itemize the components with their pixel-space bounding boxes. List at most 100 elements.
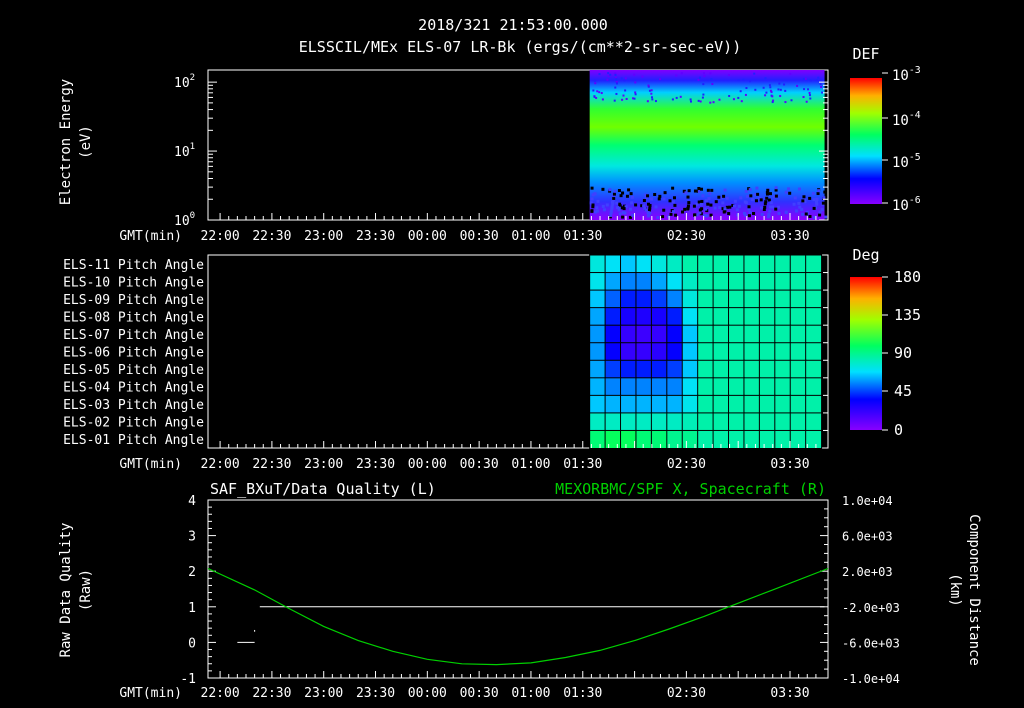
pitch-cell xyxy=(620,289,637,309)
spectrogram-speckle xyxy=(590,197,594,201)
spectrogram-speckle xyxy=(744,189,748,193)
pitch-cell xyxy=(712,359,730,379)
quality-left-tick-label: -1 xyxy=(180,672,196,687)
spectrogram-speckle xyxy=(722,194,726,198)
quality-ylabel-right-line1: Component Distance xyxy=(966,514,982,666)
pitch-row-label: ELS-05 Pitch Angle xyxy=(63,363,204,378)
energy-tick-label: 101 xyxy=(174,142,195,160)
spectrogram-speckle-top xyxy=(770,91,773,94)
pitch-cell xyxy=(681,377,699,397)
pitch-cell xyxy=(635,342,653,362)
pitch-cell xyxy=(604,412,622,432)
spectrogram-speckle-top xyxy=(808,91,811,94)
spectrogram-speckle-top xyxy=(815,79,818,82)
spectrogram-speckle-top xyxy=(679,95,682,98)
spectrogram-speckle xyxy=(658,194,662,198)
spectrogram-speckle xyxy=(624,205,628,209)
spectrogram-speckle xyxy=(643,206,647,210)
spectrogram-speckle xyxy=(693,189,697,193)
pitch-time-axis: GMT(min) 22:00 22:30 23:00 23:30 00:00 00:30 01… xyxy=(119,441,817,472)
spectrogram-speckle xyxy=(631,213,635,217)
spectrogram-speckle-top xyxy=(689,100,692,103)
spectrogram-speckle xyxy=(672,196,676,200)
time-tick-label: 00:30 xyxy=(460,229,499,244)
spectrogram-speckle-top xyxy=(809,79,812,82)
spectrogram-speckle xyxy=(648,203,652,207)
pitch-cell xyxy=(650,272,668,292)
spectrogram-speckle xyxy=(618,204,622,208)
spectrogram-speckle xyxy=(640,204,644,208)
spectrogram-speckle-top xyxy=(709,72,712,75)
pitch-cell xyxy=(697,289,715,309)
spectrogram-speckle-top xyxy=(712,101,715,104)
pitch-cell xyxy=(728,324,745,344)
spectrogram-speckle xyxy=(644,193,648,197)
spectrogram-speckle xyxy=(727,212,731,216)
spectrogram-speckle xyxy=(815,200,819,204)
spectrogram-speckle xyxy=(616,206,620,210)
spectrogram-speckle-top xyxy=(702,72,705,75)
spectrogram-speckle xyxy=(784,190,788,194)
spectrogram-speckle-top xyxy=(765,91,768,94)
pitch-cell xyxy=(728,254,745,274)
pitch-cell xyxy=(650,394,668,414)
spectrogram-speckle-top xyxy=(728,94,731,97)
spectrogram-speckle xyxy=(704,199,708,203)
spectrogram-speckle xyxy=(744,213,748,217)
pitch-cell xyxy=(666,377,684,397)
spectrogram-speckle xyxy=(617,206,621,210)
spectrogram-speckle xyxy=(590,186,594,190)
spectrogram-speckle-top xyxy=(654,100,657,103)
def-colorbar-label: 10-3 xyxy=(892,65,921,84)
spectrogram-speckle xyxy=(803,200,807,204)
spectrogram-speckle-top xyxy=(615,78,618,81)
pitch-cell xyxy=(589,394,607,414)
spectrogram-speckle xyxy=(629,192,633,196)
quality-right-tick-label: -2.0e+03 xyxy=(842,601,900,615)
spectrogram-speckle-top xyxy=(769,86,772,89)
spectrogram-speckle xyxy=(818,213,822,217)
pitch-cell xyxy=(758,254,776,274)
pitch-cell xyxy=(805,307,823,327)
pitch-cell xyxy=(758,289,776,309)
spectrogram-speckle xyxy=(723,207,727,211)
pitch-cell xyxy=(666,412,684,432)
pitch-cell xyxy=(789,377,807,397)
spectrogram-speckle xyxy=(759,198,763,202)
spectrogram-speckle xyxy=(654,205,658,209)
spectrogram-speckle-top xyxy=(659,78,662,81)
spectrogram-speckle-top xyxy=(796,84,799,87)
time-tick-label: 23:00 xyxy=(304,457,343,472)
pitch-cell xyxy=(620,324,637,344)
spectrogram-speckle xyxy=(769,205,773,209)
pitch-cell xyxy=(681,307,699,327)
pitch-cell xyxy=(743,394,761,414)
spectrogram-speckle-top xyxy=(732,98,735,101)
pitch-cell xyxy=(635,272,653,292)
pitch-cell xyxy=(635,394,653,414)
pitch-cell xyxy=(697,254,715,274)
pitch-cell xyxy=(805,254,823,274)
spectrogram-speckle xyxy=(765,190,769,194)
spectrogram-speckle xyxy=(622,204,626,208)
time-tick-label: 01:30 xyxy=(563,229,602,244)
spectrogram-speckle xyxy=(700,199,704,203)
time-tick-label: 01:00 xyxy=(511,229,550,244)
quality-left-tick-label: 1 xyxy=(188,601,196,616)
spectrogram-speckle-top xyxy=(779,88,782,91)
spectrogram-speckle xyxy=(683,207,687,211)
spectrogram-speckle-top xyxy=(783,83,786,86)
spectrogram-speckle xyxy=(700,187,704,191)
spectrogram-speckle-top xyxy=(621,98,624,101)
time-tick-label: 22:30 xyxy=(252,686,291,701)
quality-time-axis: GMT(min) 22:00 22:30 23:00 23:30 00:00 00:30 01… xyxy=(119,671,817,701)
spectrogram-speckle xyxy=(615,201,619,205)
pitch-cell xyxy=(758,377,776,397)
pitch-cell xyxy=(758,342,776,362)
time-tick-label: 01:30 xyxy=(563,457,602,472)
spectrogram-speckle xyxy=(798,205,802,209)
pitch-cell xyxy=(728,289,745,309)
spectrogram-speckle-top xyxy=(615,81,618,84)
spectrogram-speckle xyxy=(792,202,796,206)
pitch-cell xyxy=(650,342,668,362)
